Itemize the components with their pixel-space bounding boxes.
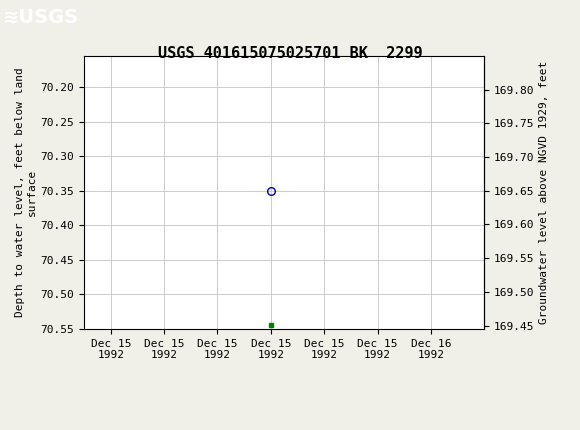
Y-axis label: Depth to water level, feet below land
surface: Depth to water level, feet below land su…: [15, 68, 37, 317]
Text: ≋USGS: ≋USGS: [3, 7, 79, 27]
Y-axis label: Groundwater level above NGVD 1929, feet: Groundwater level above NGVD 1929, feet: [539, 61, 549, 324]
Text: USGS 401615075025701 BK  2299: USGS 401615075025701 BK 2299: [158, 46, 422, 61]
